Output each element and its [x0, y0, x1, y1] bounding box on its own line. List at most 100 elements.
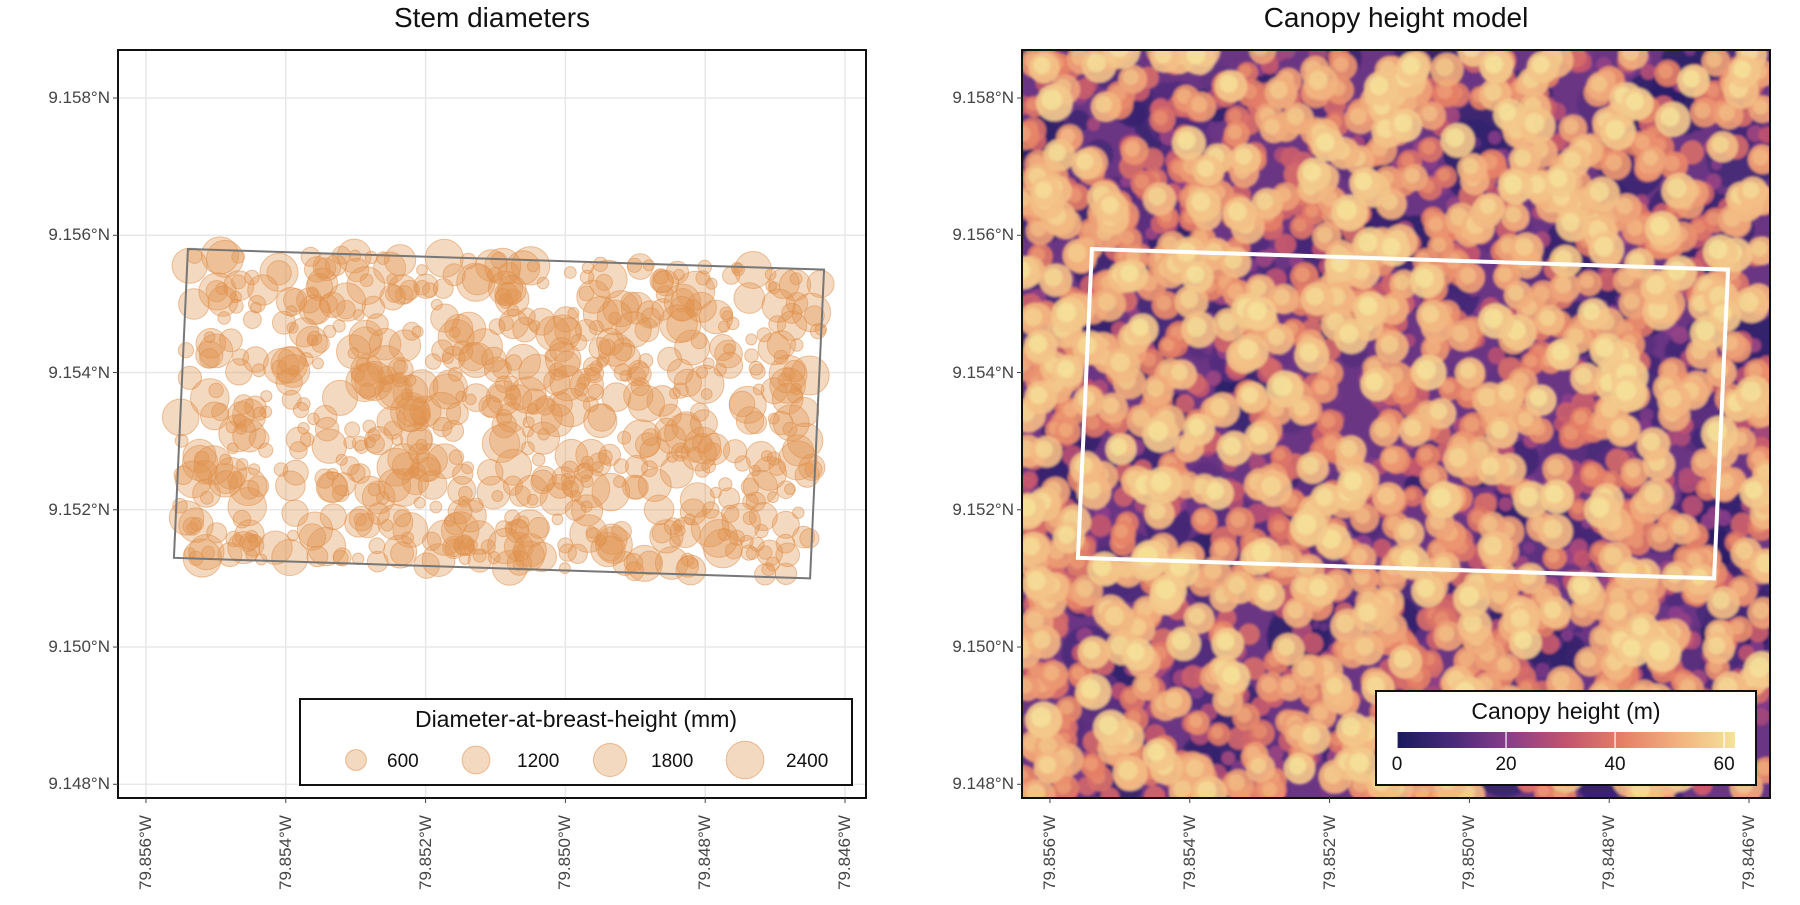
chm-crown-top [1104, 606, 1125, 626]
chm-crown-top [1086, 53, 1106, 73]
chm-crown-top [1752, 149, 1769, 166]
stem-point [208, 382, 224, 399]
chm-crown-top [1155, 579, 1176, 600]
stem-point [690, 402, 710, 422]
stem-point [749, 536, 765, 552]
chm-crown [1487, 347, 1505, 365]
chm-crown-top [1022, 536, 1040, 556]
stem-point [472, 548, 487, 563]
chm-crown [1268, 745, 1284, 761]
chm-crown [1274, 233, 1297, 256]
chm-crown-top [1479, 197, 1497, 215]
stem-point [368, 327, 402, 361]
chm-crown-top [1272, 375, 1293, 397]
chm-crown-top [1459, 361, 1477, 379]
stem-point [446, 402, 469, 426]
x-tick-label: 79.852°W [415, 815, 435, 890]
stem-point [583, 403, 618, 438]
stem-point [643, 494, 675, 526]
chm-crown-top [1029, 386, 1048, 405]
stem-point [592, 461, 604, 474]
stem-point [587, 403, 616, 432]
stem-point [733, 282, 766, 314]
canopy-height-panel: Canopy height (m) 0 20 40 60 [1021, 49, 1771, 799]
stem-point [415, 443, 449, 476]
chm-crown-top [1153, 110, 1168, 126]
chm-crown-top [1644, 483, 1664, 504]
stem-point [359, 273, 374, 288]
stem-point [768, 315, 787, 334]
stem-point [654, 546, 689, 580]
chm-crown-top [1262, 782, 1277, 797]
chm-crown-top [1593, 628, 1610, 645]
stem-point [458, 342, 488, 372]
stem-point [354, 475, 386, 507]
chm-crown-top [1286, 107, 1305, 126]
chm-crown-top [1026, 98, 1039, 111]
stem-point [367, 502, 390, 525]
stem-point [543, 368, 571, 396]
y-tick-label: 9.150°N [48, 637, 110, 657]
stem-point [773, 349, 789, 365]
chm-crown [1682, 495, 1703, 516]
stem-point [543, 314, 582, 353]
chm-crown-top [1308, 70, 1328, 90]
chm-crown-top [1147, 187, 1167, 206]
x-tick-label: 79.846°W [1739, 815, 1759, 890]
chm-crown-top [1217, 312, 1236, 332]
chm-crown-top [1029, 664, 1043, 678]
chm-crown-top [1038, 756, 1057, 774]
stem-point [765, 556, 781, 572]
chm-crown [1087, 117, 1101, 131]
chm-crown-top [1071, 666, 1086, 680]
stem-point [365, 433, 385, 454]
stem-point [595, 273, 613, 292]
chm-crown-top [1403, 419, 1422, 437]
chm-crown-top [1035, 181, 1053, 199]
chm-crown-top [1482, 536, 1503, 556]
chm-crown-top [1405, 168, 1420, 184]
stem-point [777, 440, 818, 481]
stem-point [721, 502, 761, 542]
stem-point [234, 519, 265, 550]
stem-point [174, 433, 189, 448]
chm-crown-top [1217, 690, 1234, 707]
chm-crown-top [1593, 236, 1614, 257]
stem-point [287, 529, 299, 542]
chm-crown-top [1256, 192, 1274, 210]
stem-point [694, 462, 711, 478]
chm-crown-top [1695, 453, 1711, 469]
chm-crown-top [1188, 418, 1206, 436]
chm-crown-top [1421, 304, 1439, 323]
stem-point [783, 359, 806, 383]
stem-point [547, 473, 573, 499]
chm-crown-top [1092, 557, 1112, 577]
left-gridlines [118, 50, 866, 798]
stem-point [656, 424, 687, 455]
chm-crown-top [1190, 96, 1208, 113]
chm-crown [1684, 50, 1696, 56]
chm-crown-top [1147, 743, 1166, 762]
stem-point [745, 491, 766, 512]
stem-point [236, 458, 249, 471]
x-tick-label: 79.846°W [835, 815, 855, 890]
chm-crown-top [1351, 548, 1368, 565]
chm-crown-top [1316, 133, 1335, 152]
chm-crown-top [1237, 339, 1258, 360]
stem-point [285, 426, 312, 453]
stem-point [665, 260, 690, 285]
chm-crown-top [1369, 76, 1389, 96]
chm-crown-top [1277, 638, 1295, 656]
stem-point [620, 291, 654, 325]
chm-crown-top [1706, 211, 1721, 226]
chm-crown-top [1589, 497, 1610, 518]
chm-legend-title: Canopy height (m) [1471, 698, 1660, 724]
stem-point [699, 519, 739, 558]
chm-crown-top [1398, 522, 1416, 540]
stem-point [578, 285, 595, 302]
chm-crown-top [1176, 88, 1192, 104]
stem-point [752, 456, 787, 491]
stem-point [595, 526, 633, 564]
chm-crown-top [1457, 650, 1475, 668]
chm-crown-top [1529, 389, 1548, 407]
